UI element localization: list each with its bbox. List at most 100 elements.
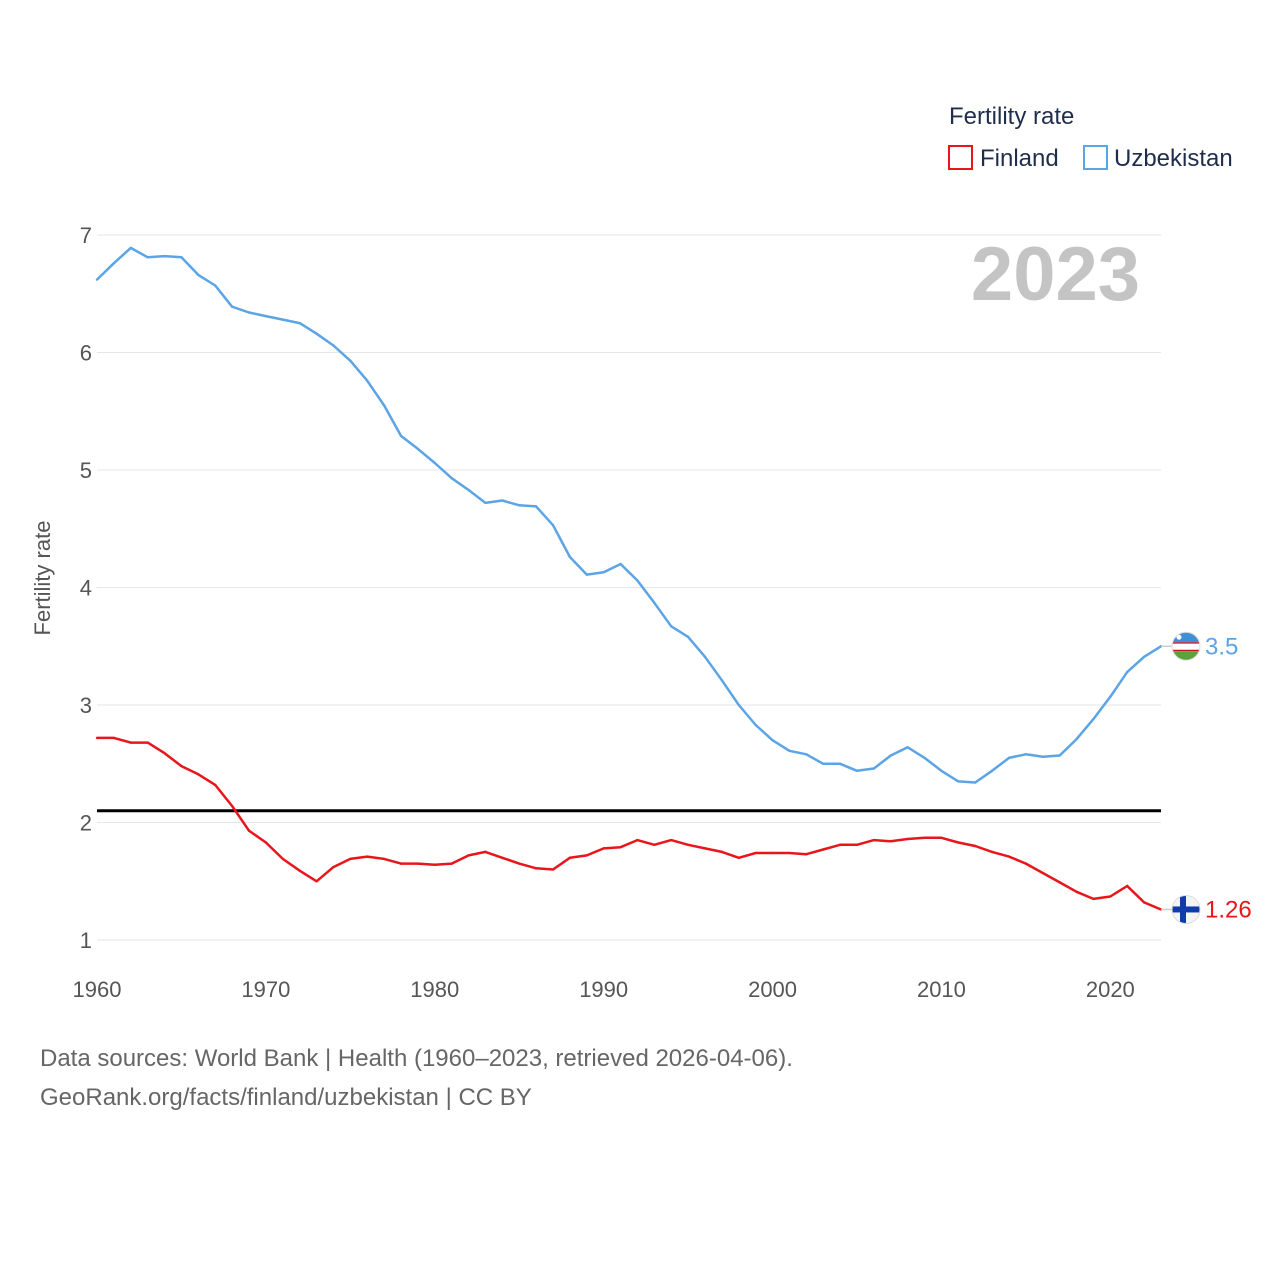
x-tick-label: 1970 — [241, 977, 290, 1002]
year-label: 2023 — [971, 232, 1140, 317]
series-uzbekistan[interactable] — [95, 246, 1163, 784]
data-point-uzbekistan — [855, 769, 859, 772]
data-point-finland — [602, 847, 605, 850]
data-point-uzbekistan — [214, 284, 217, 287]
data-point-uzbekistan — [990, 769, 994, 772]
data-point-finland — [889, 840, 892, 843]
legend-item-finland[interactable]: Finland — [948, 145, 1059, 172]
data-point-uzbekistan — [686, 635, 690, 639]
data-point-uzbekistan — [1024, 753, 1028, 756]
data-point-finland — [805, 853, 808, 856]
data-point-uzbekistan — [1058, 754, 1061, 757]
data-point-uzbekistan — [450, 477, 453, 480]
y-tick-label: 3 — [80, 693, 92, 718]
data-point-uzbekistan — [754, 723, 757, 727]
data-point-uzbekistan — [585, 573, 588, 576]
data-point-finland — [501, 856, 504, 859]
data-point-uzbekistan — [197, 273, 200, 277]
data-point-uzbekistan — [788, 749, 791, 753]
series-line-finland[interactable] — [97, 736, 1162, 911]
data-point-uzbekistan — [737, 703, 740, 707]
data-point-finland — [247, 829, 251, 832]
data-point-finland — [518, 862, 521, 865]
data-point-uzbekistan — [433, 461, 436, 465]
data-point-uzbekistan — [957, 780, 960, 783]
data-point-finland — [906, 837, 909, 841]
data-point-uzbekistan — [180, 256, 183, 259]
x-tick-label: 2020 — [1086, 977, 1135, 1002]
data-point-uzbekistan — [247, 311, 251, 314]
data-point-finland — [686, 843, 690, 847]
y-tick-label: 2 — [80, 811, 92, 836]
legend-item-uzbekistan[interactable]: Uzbekistan — [1083, 145, 1233, 172]
data-point-finland — [214, 783, 217, 787]
legend-label-finland: Finland — [980, 145, 1059, 172]
data-point-uzbekistan — [315, 332, 318, 335]
data-point-finland — [298, 869, 301, 872]
data-point-finland — [957, 841, 960, 844]
data-point-uzbekistan — [636, 579, 639, 582]
data-point-finland — [315, 880, 318, 883]
legend-swatch-uzbekistan — [1083, 145, 1108, 170]
data-point-finland — [703, 847, 707, 850]
data-point-finland — [636, 838, 639, 842]
data-point-uzbekistan — [838, 762, 842, 765]
data-point-finland — [1075, 890, 1078, 894]
attribution-text[interactable]: GeoRank.org/facts/finland/uzbekistan | C… — [40, 1084, 532, 1111]
end-value-label-finland: 1.26 — [1205, 896, 1252, 923]
grid — [97, 234, 1161, 941]
data-point-uzbekistan — [1126, 670, 1129, 674]
data-point-uzbekistan — [568, 555, 572, 559]
data-point-finland — [720, 850, 724, 854]
data-point-finland — [332, 865, 335, 869]
data-point-uzbekistan — [1109, 695, 1112, 698]
data-point-uzbekistan — [872, 767, 876, 770]
data-point-uzbekistan — [1007, 756, 1011, 760]
data-point-finland — [281, 857, 284, 861]
data-point-uzbekistan — [619, 562, 622, 566]
x-tick-label: 2010 — [917, 977, 966, 1002]
data-point-uzbekistan — [1075, 737, 1078, 741]
data-point-uzbekistan — [670, 625, 673, 628]
y-tick-label: 6 — [80, 341, 92, 366]
end-value-label-uzbekistan: 3.5 — [1205, 633, 1238, 660]
data-point-finland — [1058, 881, 1061, 884]
data-point-uzbekistan — [484, 501, 487, 505]
data-point-uzbekistan — [298, 321, 301, 325]
y-axis-ticks: 1 2 3 4 5 6 7 — [80, 223, 92, 953]
data-point-finland — [1109, 895, 1112, 898]
data-point-finland — [230, 804, 234, 808]
data-point-finland — [366, 855, 369, 858]
data-point-uzbekistan — [923, 756, 926, 760]
series-line-uzbekistan[interactable] — [96, 246, 1162, 784]
data-point-finland — [416, 862, 420, 865]
data-point-finland — [399, 862, 403, 865]
data-point-finland — [974, 844, 977, 848]
series-finland[interactable] — [95, 736, 1163, 911]
data-point-uzbekistan — [163, 254, 166, 258]
data-point-finland — [754, 851, 757, 855]
finland-flag-icon — [1171, 894, 1201, 924]
data-point-uzbekistan — [467, 488, 470, 492]
data-point-finland — [197, 773, 200, 776]
x-tick-label: 1990 — [579, 977, 628, 1002]
data-point-finland — [568, 856, 572, 859]
data-point-finland — [923, 836, 926, 839]
x-axis-ticks: 1960 1970 1980 1990 2000 2010 2020 — [73, 977, 1135, 1002]
legend-swatch-finland — [948, 145, 973, 170]
data-point-finland — [771, 851, 774, 855]
data-point-uzbekistan — [382, 404, 386, 407]
data-point-finland — [467, 854, 470, 857]
data-point-uzbekistan — [703, 655, 707, 659]
data-point-uzbekistan — [822, 762, 825, 765]
data-point-finland — [990, 850, 994, 854]
data-point-uzbekistan — [889, 754, 892, 757]
data-point-finland — [940, 836, 943, 839]
data-point-uzbekistan — [399, 434, 403, 438]
x-tick-label: 2000 — [748, 977, 797, 1002]
data-point-finland — [1142, 901, 1146, 904]
data-sources-text: Data sources: World Bank | Health (1960–… — [40, 1045, 793, 1072]
data-point-uzbekistan — [501, 499, 504, 502]
data-point-uzbekistan — [349, 359, 352, 362]
